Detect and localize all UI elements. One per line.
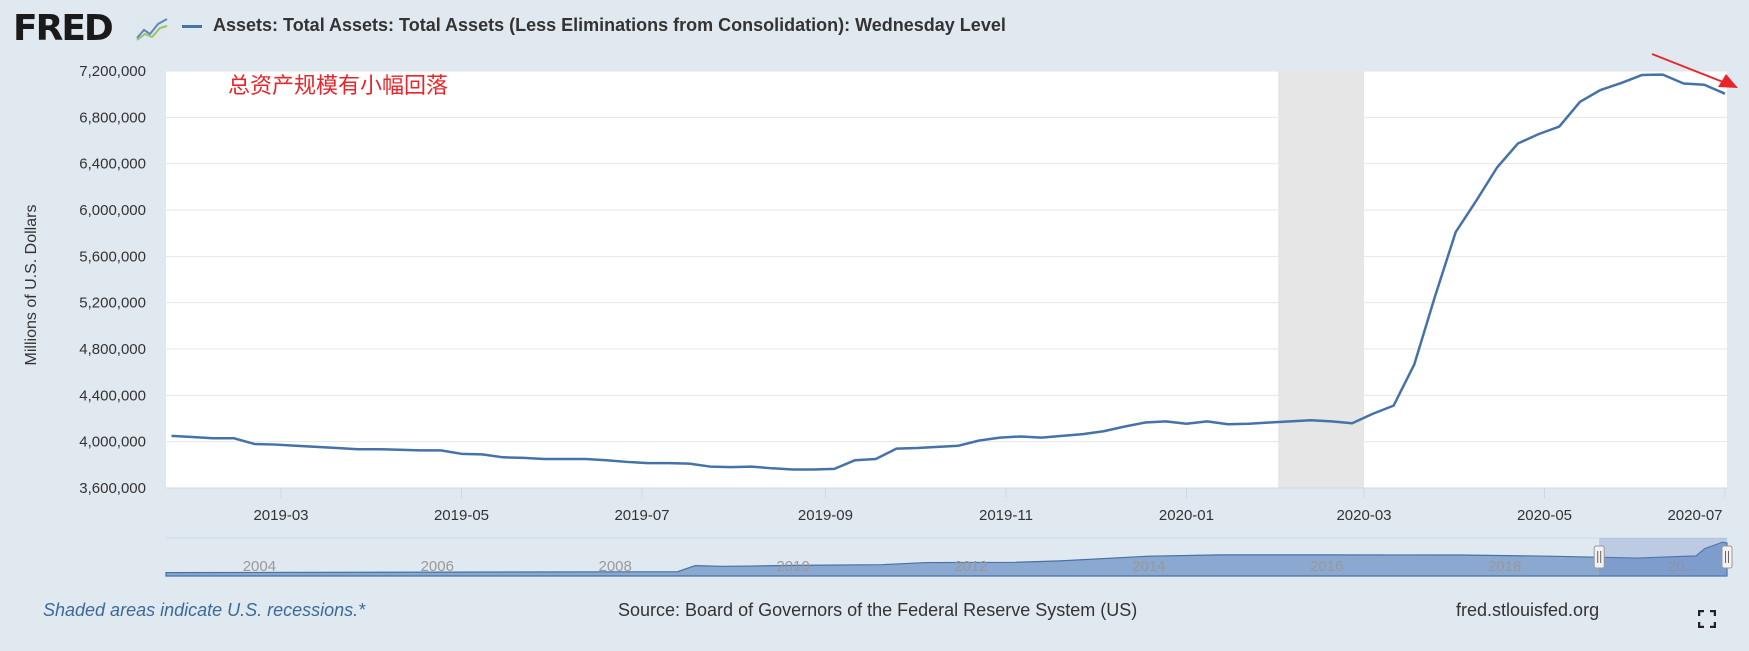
x-tick-label: 2020-01	[1159, 507, 1214, 524]
navigator-tick-label: 2016	[1310, 558, 1343, 575]
annotation-text: 总资产规模有小幅回落	[228, 73, 449, 98]
navigator-series-area	[165, 541, 1728, 577]
y-tick-label: 4,800,000	[79, 341, 146, 358]
y-tick-label: 6,000,000	[79, 202, 146, 219]
x-tick-label: 2019-07	[614, 507, 669, 524]
navigator-tick-label: 20...	[1668, 558, 1697, 575]
navigator-tick-label: 2006	[421, 558, 454, 575]
navigator-tick-label: 2004	[243, 558, 276, 575]
x-tick-label: 2019-03	[253, 507, 308, 524]
navigator-tick-label: 2012	[954, 558, 987, 575]
recession-shade	[1278, 71, 1364, 488]
annotation-arrow	[1651, 53, 1729, 85]
navigator-tick-label: 2010	[776, 558, 809, 575]
x-tick-label: 2019-09	[798, 507, 853, 524]
plot-area	[166, 71, 1727, 488]
arrow-head-icon	[1718, 74, 1738, 88]
chart-logo-icon	[135, 16, 169, 42]
x-tick-label: 2019-05	[434, 507, 489, 524]
y-tick-label: 4,400,000	[79, 387, 146, 404]
navigator-selection[interactable]	[1599, 538, 1727, 576]
y-tick-label: 7,200,000	[79, 63, 146, 80]
x-tick-label: 2020-03	[1336, 507, 1391, 524]
x-tick-label: 2020-07	[1667, 507, 1722, 524]
source-text: Source: Board of Governors of the Federa…	[618, 600, 1138, 620]
chart-title: Assets: Total Assets: Total Assets (Less…	[213, 15, 1006, 35]
recession-note: Shaded areas indicate U.S. recessions.*	[43, 600, 366, 620]
navigator-tick-label: 2008	[598, 558, 631, 575]
navigator-tick-label: 2018	[1488, 558, 1521, 575]
navigator-tick-label: 2014	[1132, 558, 1165, 575]
y-tick-label: 5,600,000	[79, 248, 146, 265]
y-tick-label: 3,600,000	[79, 480, 146, 497]
fred-url-link[interactable]: fred.stlouisfed.org	[1456, 600, 1600, 620]
y-tick-label: 6,800,000	[79, 109, 146, 126]
x-tick-label: 2020-05	[1517, 507, 1572, 524]
fred-logo[interactable]: FRED	[13, 8, 114, 49]
navigator-right-handle[interactable]	[1721, 545, 1733, 569]
x-tick-label: 2019-11	[979, 507, 1033, 524]
navigator-left-handle[interactable]	[1593, 545, 1605, 569]
fullscreen-icon[interactable]	[1698, 610, 1716, 628]
series-line	[171, 73, 1726, 471]
y-tick-label: 5,200,000	[79, 295, 146, 312]
legend-line-icon	[182, 25, 202, 28]
y-tick-label: 4,000,000	[79, 434, 146, 451]
y-tick-label: 6,400,000	[79, 156, 146, 173]
